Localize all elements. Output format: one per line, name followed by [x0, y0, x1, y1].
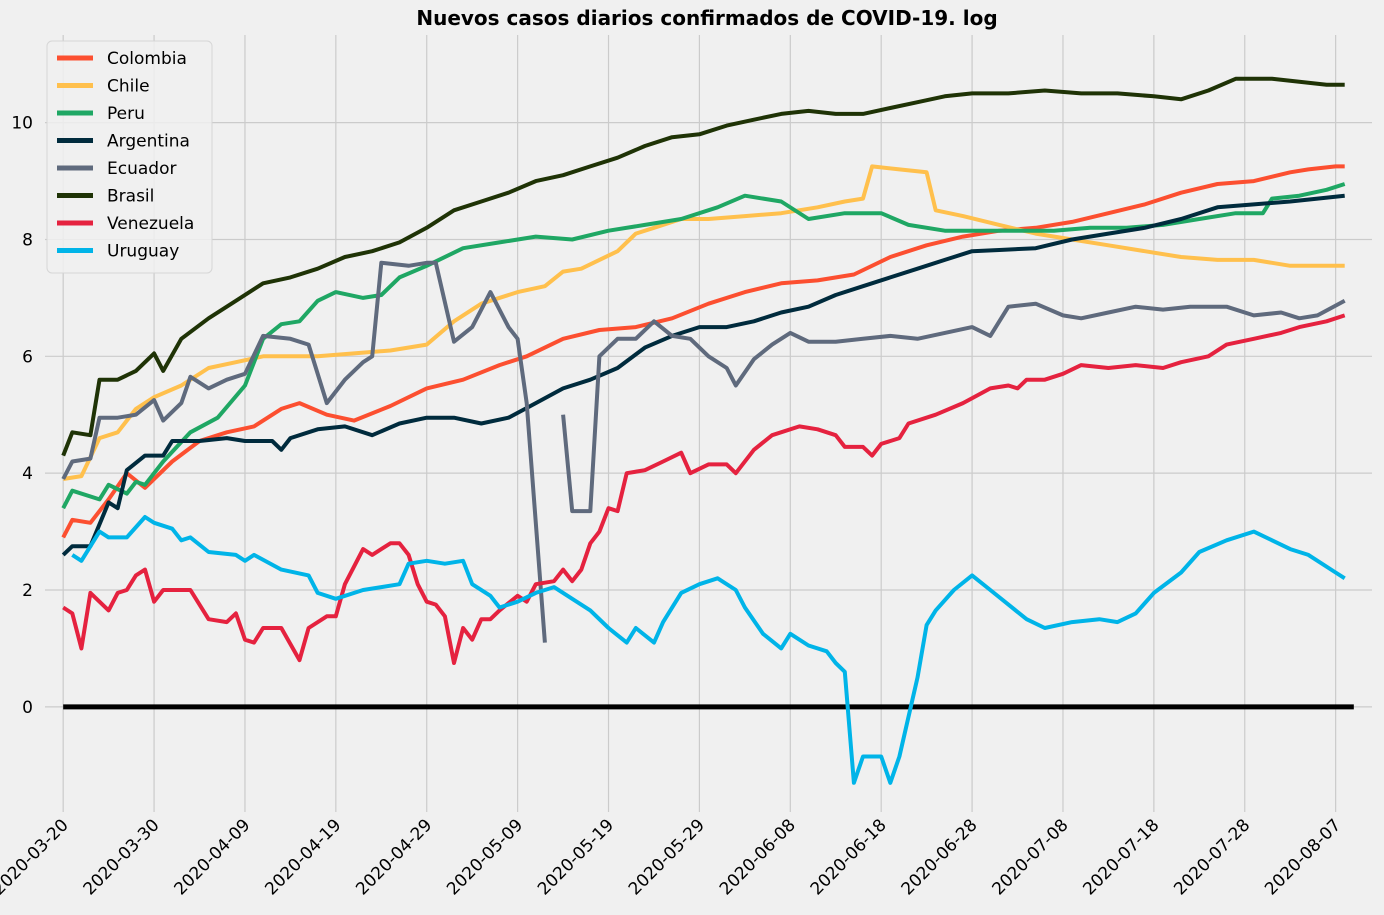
y-tick-label: 0 [22, 698, 33, 718]
legend-box [46, 40, 213, 274]
legend-label: Chile [107, 77, 150, 97]
y-tick-label: 10 [11, 114, 33, 134]
series-line-ecuador [61, 260, 1346, 643]
legend-label: Argentina [107, 132, 190, 152]
legend-label: Venezuela [107, 214, 194, 234]
series-line-uruguay [71, 515, 1346, 785]
y-tick-label: 2 [22, 581, 33, 601]
y-tick-label: 4 [22, 464, 33, 484]
y-axis-ticks: 0 2 4 6 8 10 [11, 114, 33, 718]
legend: Colombia Chile Peru Argentina Ecuador Brasil V… [46, 40, 213, 274]
series-line-brasil [61, 76, 1345, 457]
series-line-argentina [61, 193, 1345, 557]
y-tick-label: 8 [22, 230, 33, 250]
series-line-peru [61, 182, 1346, 510]
y-tick-label: 6 [22, 347, 33, 367]
chart-title: Nuevos casos diarios confirmados de COVI… [416, 6, 997, 30]
legend-label: Peru [107, 104, 145, 124]
legend-label: Colombia [107, 49, 187, 69]
legend-label: Ecuador [107, 159, 176, 179]
legend-label: Uruguay [107, 242, 179, 262]
series-lines [61, 76, 1346, 785]
series-line-venezuela [62, 313, 1346, 665]
legend-label: Brasil [107, 187, 154, 207]
